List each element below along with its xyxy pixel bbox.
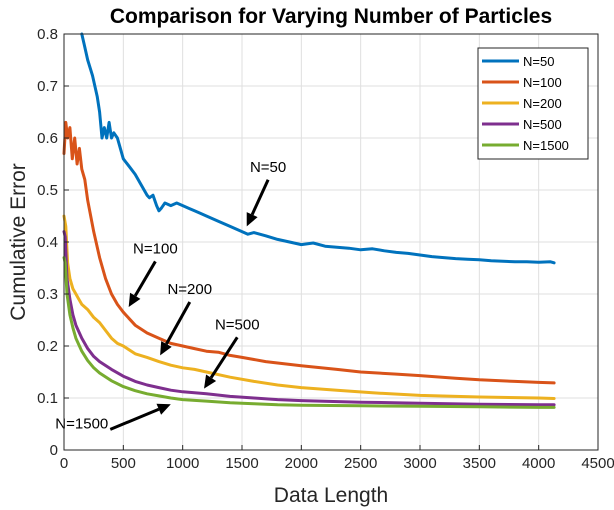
y-tick-label: 0.7 xyxy=(37,78,58,95)
x-tick-label: 1500 xyxy=(225,455,258,472)
x-axis-label: Data Length xyxy=(274,484,388,507)
series-line xyxy=(62,120,556,385)
annotation-arrow-head xyxy=(204,374,217,389)
annotation-arrow-shaft xyxy=(209,336,239,379)
x-tick-label: 3500 xyxy=(463,455,496,472)
x-tick-label: 4500 xyxy=(581,455,614,472)
annotation-label: N=500 xyxy=(215,316,260,333)
y-tick-label: 0.4 xyxy=(37,234,58,251)
annotation-arrow-shaft xyxy=(109,407,160,431)
legend-entry-label: N=500 xyxy=(523,117,562,132)
x-tick-label: 2000 xyxy=(285,455,318,472)
series-lines xyxy=(62,32,556,409)
x-tick-label: 1000 xyxy=(166,455,199,472)
y-tick-label: 0.6 xyxy=(37,130,58,147)
x-tick-label: 500 xyxy=(111,455,136,472)
x-tick-label: 4000 xyxy=(522,455,555,472)
y-tick-label: 0 xyxy=(50,442,58,459)
legend-entry-label: N=50 xyxy=(523,54,554,69)
y-tick-label: 0.2 xyxy=(37,338,58,355)
x-tick-label: 0 xyxy=(60,455,68,472)
series-line xyxy=(62,256,556,409)
axis-ticks: 0 500 1000 1500 2000 2500 3000 3500 4000 4500 0 0.1… xyxy=(37,26,614,472)
annotation-arrow-shaft xyxy=(133,260,157,297)
legend: N=50 N=100 N=200 N=500 N=1500 xyxy=(477,47,589,160)
legend-entry-label: N=100 xyxy=(523,75,562,90)
y-tick-label: 0.1 xyxy=(37,390,58,407)
annotation-arrow-head xyxy=(156,403,171,415)
annotation-arrow-head xyxy=(160,341,172,356)
x-tick-label: 3000 xyxy=(403,455,436,472)
annotation-label: N=1500 xyxy=(55,415,108,432)
annotation-arrow-head xyxy=(128,292,141,307)
series-line xyxy=(80,32,556,265)
annotation-arrow-head xyxy=(246,212,258,227)
legend-entry-label: N=1500 xyxy=(523,138,569,153)
y-tick-label: 0.5 xyxy=(37,182,58,199)
annotations: N=50 N=100 N=200 N=500 N=1500 xyxy=(55,159,286,433)
y-axis-label: Cumulative Error xyxy=(7,163,30,321)
chart-title: Comparison for Varying Number of Particl… xyxy=(110,5,552,28)
annotation-label: N=100 xyxy=(133,240,178,257)
series-line xyxy=(62,230,556,407)
annotation-arrow-shaft xyxy=(250,179,270,216)
annotation-arrow-shaft xyxy=(165,301,192,345)
series-line xyxy=(62,214,556,400)
x-tick-label: 2500 xyxy=(344,455,377,472)
y-tick-label: 0.8 xyxy=(37,26,58,43)
annotation-label: N=200 xyxy=(167,281,212,298)
annotation-label: N=50 xyxy=(250,159,286,176)
legend-entry-label: N=200 xyxy=(523,96,562,111)
y-tick-label: 0.3 xyxy=(37,286,58,303)
